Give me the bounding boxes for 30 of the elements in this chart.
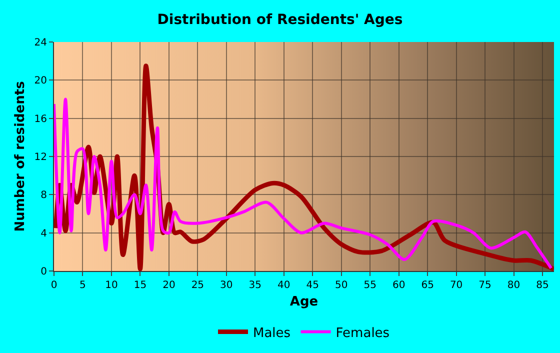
legend-label: Females [336, 326, 390, 341]
x-tick-label: 80 [507, 280, 520, 291]
x-tick-label: 75 [478, 280, 492, 291]
chart-title: Distribution of Residents' Ages [157, 12, 403, 28]
x-axis-title: Age [290, 294, 318, 310]
y-tick-label: 24 [34, 38, 47, 48]
y-axis-title: Number of residents [13, 80, 28, 232]
x-tick-label: 5 [80, 280, 86, 291]
x-tick-label: 85 [536, 280, 549, 291]
x-tick-label: 20 [162, 280, 176, 291]
x-tick-label: 15 [134, 280, 147, 291]
x-tick-label: 60 [392, 280, 406, 291]
x-tick-label: 55 [364, 280, 376, 291]
x-tick-label: 45 [306, 280, 319, 291]
x-tick-label: 30 [220, 280, 233, 291]
x-tick-label: 70 [450, 280, 463, 291]
x-tick-label: 0 [50, 280, 58, 291]
x-tick-label: 40 [278, 280, 290, 291]
y-tick-label: 4 [40, 228, 47, 240]
y-tick-label: 12 [34, 152, 47, 163]
x-tick-label: 65 [421, 280, 434, 291]
y-tick-label: 8 [40, 190, 47, 202]
legend-label: Males [253, 326, 291, 341]
x-tick-label: 25 [191, 280, 204, 291]
x-tick-label: 35 [248, 280, 262, 291]
y-tick-label: 20 [34, 76, 47, 87]
x-tick-label: 10 [105, 280, 118, 291]
y-tick-label: 0 [40, 266, 47, 278]
x-tick-label: 50 [334, 280, 348, 291]
y-tick-label: 16 [34, 114, 47, 125]
